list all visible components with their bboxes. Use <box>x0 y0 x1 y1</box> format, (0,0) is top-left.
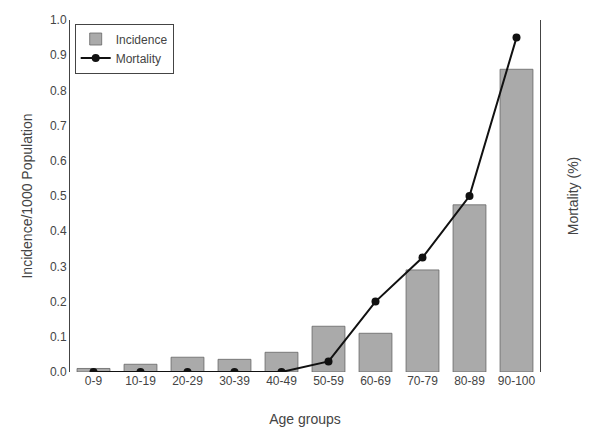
svg-text:50-59: 50-59 <box>313 374 344 388</box>
svg-text:0.4: 0.4 <box>50 224 67 238</box>
svg-text:Incidence: Incidence <box>116 33 168 47</box>
svg-text:20-29: 20-29 <box>172 374 203 388</box>
svg-text:0.8: 0.8 <box>50 84 67 98</box>
svg-text:80-89: 80-89 <box>454 374 485 388</box>
svg-text:0.2: 0.2 <box>50 295 67 309</box>
svg-text:60-69: 60-69 <box>360 374 391 388</box>
svg-text:0.0: 0.0 <box>50 365 67 379</box>
svg-text:0-9: 0-9 <box>85 374 103 388</box>
svg-text:Mortality: Mortality <box>116 52 161 66</box>
svg-text:Incidence/1000 Population: Incidence/1000 Population <box>19 113 35 278</box>
svg-text:90-100: 90-100 <box>498 374 536 388</box>
svg-text:0.5: 0.5 <box>50 189 67 203</box>
svg-text:0.3: 0.3 <box>50 260 67 274</box>
svg-text:0.6: 0.6 <box>50 154 67 168</box>
svg-text:30-39: 30-39 <box>219 374 250 388</box>
svg-text:1.0: 1.0 <box>50 13 67 27</box>
svg-text:70-79: 70-79 <box>407 374 438 388</box>
svg-text:10-19: 10-19 <box>125 374 156 388</box>
svg-text:Mortality (%): Mortality (%) <box>565 157 581 236</box>
svg-text:0.1: 0.1 <box>50 330 67 344</box>
svg-text:40-49: 40-49 <box>266 374 297 388</box>
svg-text:0.9: 0.9 <box>50 48 67 62</box>
svg-text:0.7: 0.7 <box>50 119 67 133</box>
svg-text:Age groups: Age groups <box>269 411 341 427</box>
